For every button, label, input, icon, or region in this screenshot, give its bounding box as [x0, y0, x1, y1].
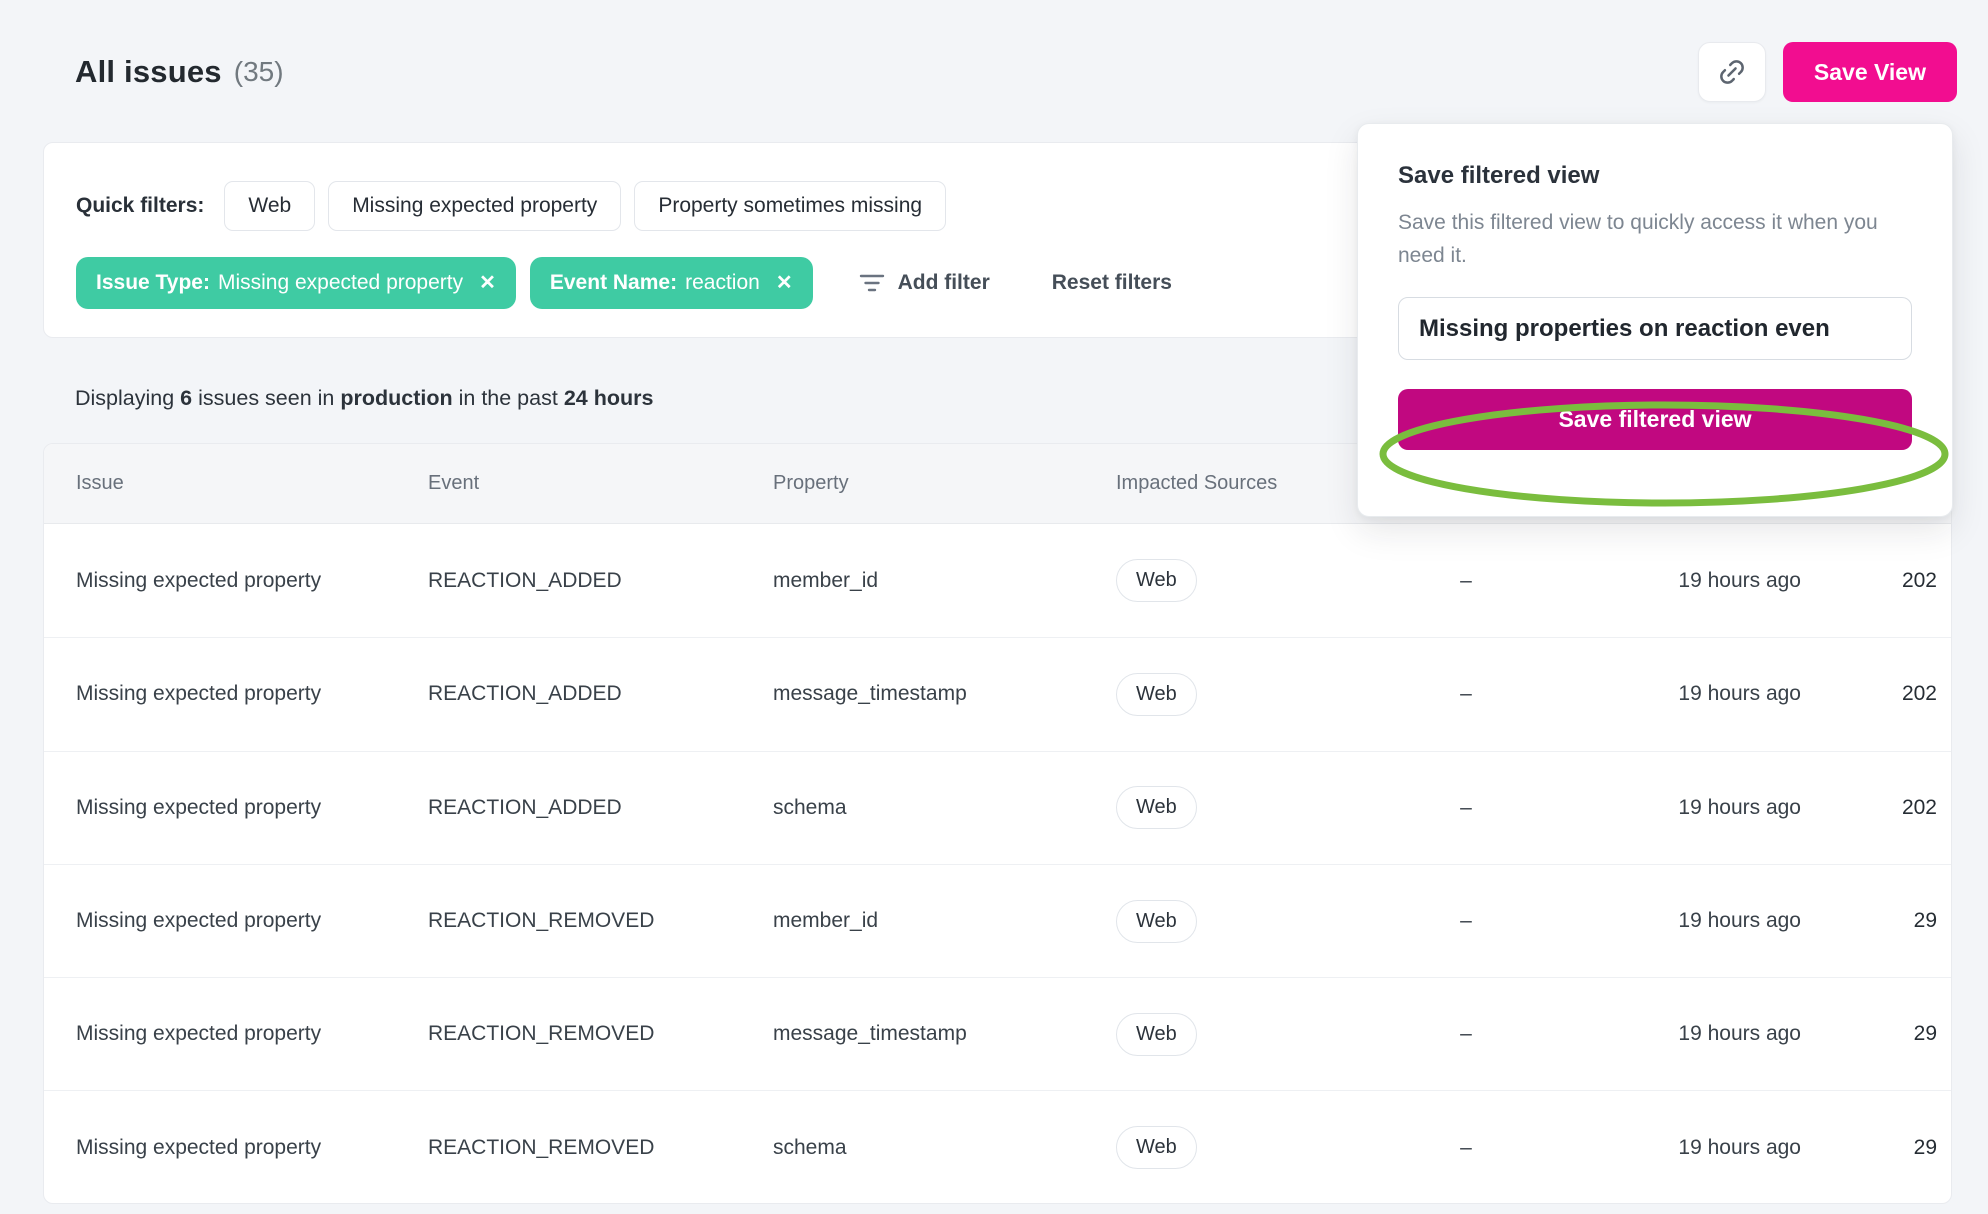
cell-dash: – — [1460, 909, 1472, 933]
quick-filter-property-sometimes-missing[interactable]: Property sometimes missing — [634, 181, 947, 231]
column-header-property: Property — [773, 472, 849, 494]
summary-text: in the past — [458, 386, 558, 410]
active-filters-row: Issue Type: Missing expected property ✕ … — [76, 257, 1919, 309]
popover-title: Save filtered view — [1398, 162, 1600, 189]
cell-dash: – — [1460, 1022, 1472, 1046]
cell-dash: – — [1460, 1135, 1472, 1159]
cell-issue: Missing expected property — [76, 682, 322, 706]
save-filtered-view-button[interactable]: Save filtered view — [1398, 389, 1912, 450]
reset-filters-button[interactable]: Reset filters — [1051, 271, 1172, 294]
add-filter-button[interactable]: Add filter — [859, 271, 990, 295]
cell-event: REACTION_REMOVED — [428, 909, 655, 933]
table-row[interactable]: Missing expected property REACTION_ADDED… — [44, 637, 1951, 750]
cell-issue: Missing expected property — [76, 1135, 322, 1159]
cell-last-seen: 19 hours ago — [1678, 1135, 1801, 1159]
cell-property: schema — [773, 795, 847, 819]
cell-property: message_timestamp — [773, 1022, 967, 1046]
column-header-event: Event — [428, 472, 480, 494]
quick-filters-label: Quick filters: — [76, 194, 205, 217]
add-filter-label: Add filter — [897, 271, 990, 294]
cell-dash: – — [1460, 795, 1472, 819]
cell-count: 202 — [1901, 795, 1937, 819]
quick-filters-row: Quick filters: Web Missing expected prop… — [76, 181, 1919, 231]
view-name-input[interactable] — [1398, 297, 1912, 360]
chip-value: reaction — [685, 271, 760, 294]
column-header-issue: Issue — [76, 472, 124, 494]
cell-event: REACTION_ADDED — [428, 795, 622, 819]
cell-property: message_timestamp — [773, 682, 967, 706]
close-icon[interactable]: ✕ — [775, 272, 793, 294]
summary-time-range: 24 hours — [563, 386, 654, 410]
summary-environment: production — [340, 386, 453, 410]
cell-event: REACTION_ADDED — [428, 568, 622, 592]
table-row[interactable]: Missing expected property REACTION_REMOV… — [44, 1090, 1951, 1203]
summary-text: Displaying — [75, 386, 175, 410]
cell-property: member_id — [773, 568, 879, 592]
results-summary: Displaying 6 issues seen in production i… — [75, 386, 653, 411]
page-title: All issues — [75, 54, 222, 89]
filter-chip-event-name[interactable]: Event Name: reaction ✕ — [529, 257, 813, 309]
cell-last-seen: 19 hours ago — [1678, 682, 1801, 706]
chip-label: Issue Type: — [96, 271, 210, 294]
quick-filter-web[interactable]: Web — [224, 181, 316, 231]
cell-issue: Missing expected property — [76, 568, 322, 592]
source-badge: Web — [1116, 1126, 1197, 1170]
table-row[interactable]: Missing expected property REACTION_ADDED… — [44, 750, 1951, 864]
cell-count: 29 — [1913, 1135, 1937, 1159]
cell-issue: Missing expected property — [76, 795, 322, 819]
quick-filter-missing-expected-property[interactable]: Missing expected property — [328, 181, 622, 231]
cell-count: 202 — [1901, 682, 1937, 706]
source-badge: Web — [1116, 559, 1197, 603]
cell-event: REACTION_REMOVED — [428, 1022, 655, 1046]
source-badge: Web — [1116, 786, 1197, 830]
source-badge: Web — [1116, 899, 1197, 943]
filter-chip-issue-type[interactable]: Issue Type: Missing expected property ✕ — [76, 257, 516, 309]
cell-count: 29 — [1913, 1022, 1937, 1046]
page-count: (35) — [233, 56, 284, 87]
cell-issue: Missing expected property — [76, 1022, 322, 1046]
page-header: All issues (35) Save View — [75, 42, 1957, 102]
cell-property: schema — [773, 1135, 847, 1159]
close-icon[interactable]: ✕ — [479, 272, 496, 294]
cell-count: 29 — [1913, 909, 1937, 933]
issues-table: Issue Event Property Impacted Sources Mi… — [43, 443, 1952, 1204]
cell-last-seen: 19 hours ago — [1678, 1022, 1801, 1046]
chip-label: Event Name: — [549, 271, 678, 294]
cell-issue: Missing expected property — [76, 909, 322, 933]
cell-dash: – — [1460, 682, 1472, 706]
cell-last-seen: 19 hours ago — [1678, 568, 1801, 592]
summary-count: 6 — [180, 386, 193, 410]
cell-dash: – — [1460, 568, 1472, 592]
summary-text: issues seen in — [198, 386, 335, 410]
link-icon — [1717, 57, 1747, 87]
source-badge: Web — [1116, 672, 1197, 716]
cell-last-seen: 19 hours ago — [1678, 909, 1801, 933]
save-view-button[interactable]: Save View — [1782, 42, 1957, 102]
table-row[interactable]: Missing expected property REACTION_REMOV… — [44, 977, 1951, 1090]
cell-property: member_id — [773, 909, 879, 933]
table-row[interactable]: Missing expected property REACTION_REMOV… — [44, 863, 1951, 977]
cell-event: REACTION_ADDED — [428, 682, 622, 706]
table-row[interactable]: Missing expected property REACTION_ADDED… — [44, 524, 1951, 637]
cell-count: 202 — [1901, 568, 1937, 592]
source-badge: Web — [1116, 1012, 1197, 1056]
filter-lines-icon — [859, 271, 885, 295]
copy-link-button[interactable] — [1697, 42, 1766, 102]
column-header-impacted-sources: Impacted Sources — [1116, 472, 1278, 494]
chip-value: Missing expected property — [217, 271, 464, 294]
cell-last-seen: 19 hours ago — [1678, 795, 1801, 819]
cell-event: REACTION_REMOVED — [428, 1135, 655, 1159]
popover-description: Save this filtered view to quickly acces… — [1398, 211, 1878, 267]
save-filtered-view-popover: Save filtered view Save this filtered vi… — [1357, 123, 1953, 517]
